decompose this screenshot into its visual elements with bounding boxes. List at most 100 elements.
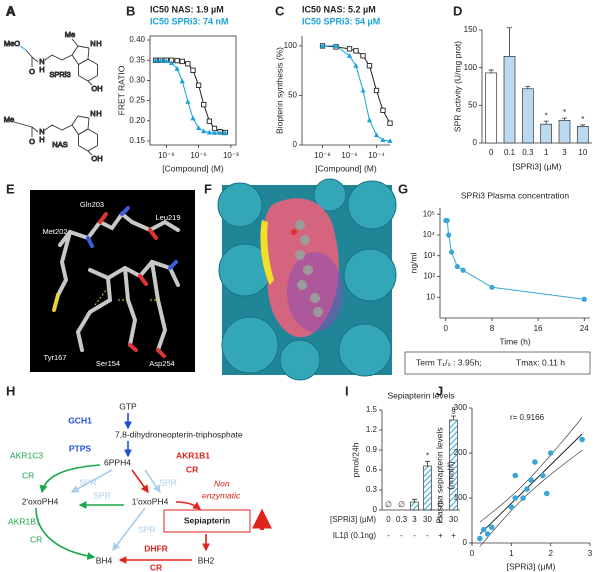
row-label: [SPRi3] (µM) (330, 515, 376, 524)
x-tick-label: 16 (534, 324, 543, 333)
arrow (70, 469, 113, 493)
atom: N (90, 39, 95, 48)
structures: A MeO O N H Me N H OH SPRi3 Me O N H N H… (3, 3, 103, 163)
highlight-box (163, 509, 251, 533)
point (532, 459, 538, 465)
enzyme: SPR (159, 477, 176, 487)
x-axis-label: Time (h) (499, 336, 530, 346)
marker (380, 107, 386, 113)
marker (174, 65, 180, 71)
bar (576, 126, 589, 144)
chart-title: Sepiapterin levels (387, 390, 454, 400)
marker (380, 137, 386, 143)
atom: O (29, 67, 35, 76)
pathway: H GTP GCH1 7,8-dihydroneopterin-triphosp… (6, 383, 272, 572)
x-tick-label: 30 (423, 515, 432, 524)
atom: N (39, 57, 44, 66)
point (477, 535, 483, 542)
error-bar (488, 69, 494, 73)
series-line (445, 220, 585, 300)
panel-label: I (345, 383, 349, 398)
pocket-edge (260, 220, 274, 285)
error-bar (580, 124, 586, 127)
arrow (112, 507, 146, 552)
point (488, 524, 495, 531)
enzyme: CR (186, 464, 198, 474)
marker (366, 117, 373, 123)
ligand (295, 220, 323, 317)
marker (153, 57, 159, 63)
panel-label: C (275, 3, 285, 18)
x-tick-label: 0 (444, 324, 449, 333)
marker (373, 87, 380, 94)
point (512, 472, 519, 479)
marker (446, 232, 452, 238)
bar (558, 120, 571, 144)
enzyme: CR (22, 470, 34, 480)
x-tick-label: 24 (580, 324, 589, 333)
x-tick-label: 1 (544, 148, 549, 157)
x-tick-label: 0.1 (504, 148, 516, 157)
panel-label: B (126, 3, 135, 18)
x-axis-label: [Compound] (M) (162, 163, 224, 173)
enzyme: PTPS (69, 443, 92, 453)
ring (71, 115, 90, 136)
bonds (25, 38, 79, 67)
y-axis-label: SPR activity (U/mg prot) (452, 41, 462, 132)
bar (540, 123, 553, 144)
atom: O (29, 137, 35, 146)
y-tick-label: 10 (426, 292, 435, 301)
surface-bumps (217, 178, 397, 381)
enzyme: GCH1 (68, 415, 92, 425)
point (547, 450, 554, 456)
x-tick-label: 10⁻⁹ (158, 151, 175, 160)
error-bar (562, 117, 567, 121)
marker (163, 58, 169, 64)
marker (190, 67, 196, 73)
x-tick-label: 0 (386, 515, 391, 524)
x-tick-label: 3 (412, 515, 417, 524)
note: Tmax: 0.11 h (516, 357, 565, 367)
y-tick-label: 10⁴ (423, 230, 436, 239)
marker (360, 53, 366, 59)
chart-title: IC50 SPRi3: 74 nM (150, 16, 229, 26)
x-tick-label: 10⁻⁶ (341, 151, 357, 160)
note: Term T₁/₂ : 3.95h; (416, 357, 482, 367)
y-tick-label: 0.25 (129, 96, 145, 105)
marker (217, 130, 223, 135)
marker (201, 101, 207, 108)
image-background (30, 190, 195, 372)
series-line (322, 45, 391, 142)
marker (196, 125, 202, 131)
y-tick-label: 0.35 (129, 55, 145, 64)
y-tick-label: 200 (454, 448, 468, 457)
bar (410, 501, 419, 511)
marker (319, 43, 326, 48)
metabolite: Sepiapterin (184, 515, 230, 525)
y-axis-label: Plasma sepiapterin levels (434, 427, 444, 523)
y-tick-label: 1.5 (366, 405, 378, 414)
bar (423, 465, 432, 511)
annotation: r= 0.9166 (510, 413, 545, 422)
surface: F (204, 178, 397, 381)
marker (581, 296, 587, 302)
bar-annotation: * (426, 451, 429, 460)
bar (521, 88, 534, 144)
y-tick-label: 0.20 (129, 116, 145, 125)
y-tick-label: 50 (288, 91, 297, 100)
marker (333, 43, 339, 48)
error-bar (543, 120, 549, 125)
y-tick-label: 100 (454, 493, 468, 502)
bar-annotation: ∅ (398, 500, 405, 509)
row-cell: + (451, 531, 456, 540)
pocket-volume (287, 252, 343, 332)
atom: H (96, 109, 101, 118)
y-tick-label: 0.40 (129, 35, 145, 44)
x-tick-label: 30 (449, 515, 458, 524)
marker (179, 78, 185, 84)
marker (179, 58, 185, 65)
y-axis-label: ng/ml (408, 253, 418, 274)
enzyme: SPR (138, 524, 155, 534)
